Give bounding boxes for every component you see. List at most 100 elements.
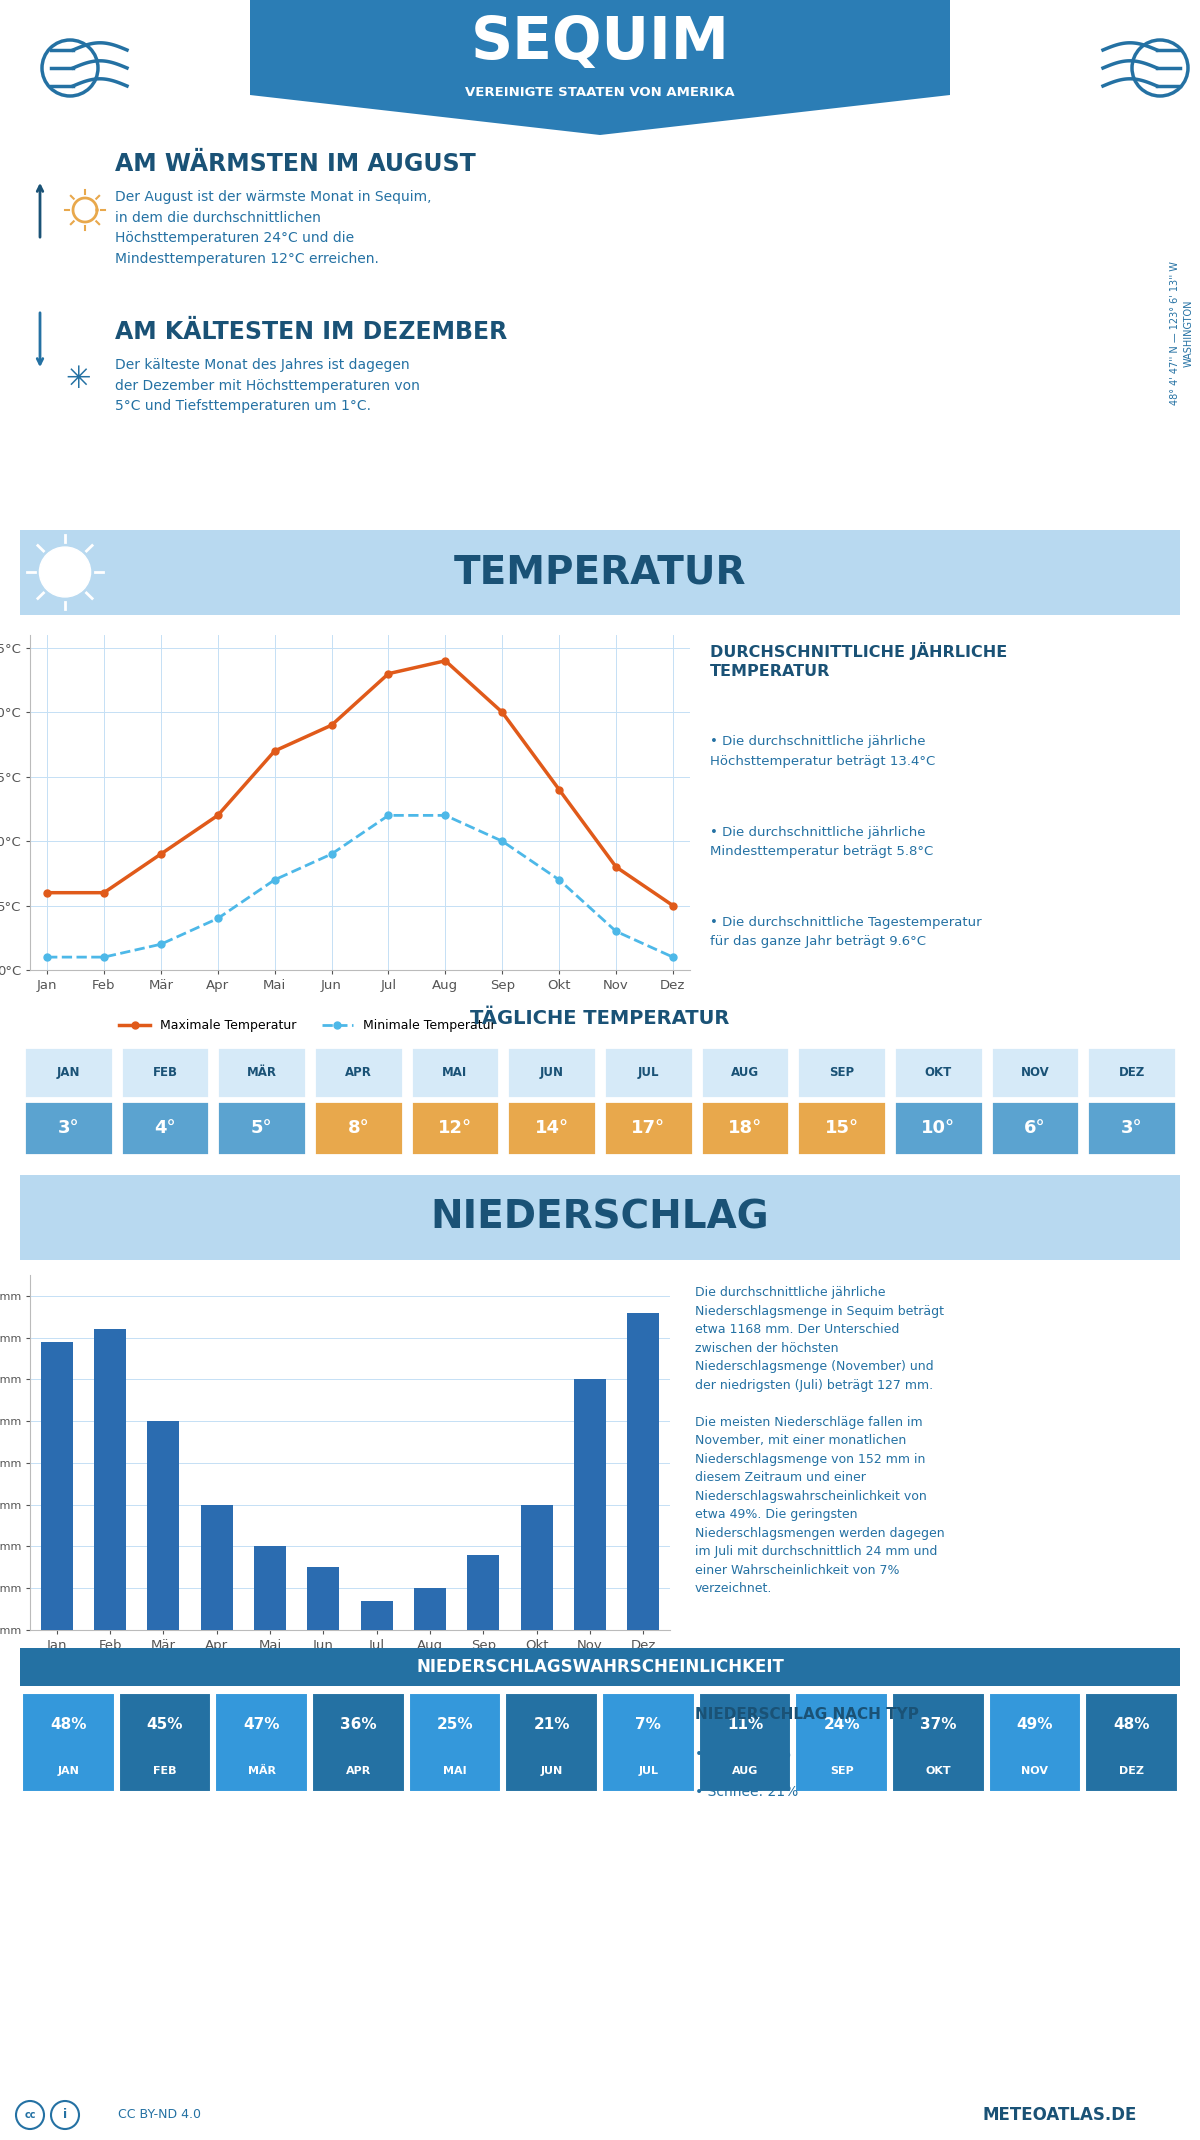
FancyBboxPatch shape [20, 1648, 1180, 1686]
Text: FEB: FEB [152, 1066, 178, 1079]
Text: 5°: 5° [251, 1119, 272, 1136]
Bar [361, 1601, 392, 1631]
Text: 21%: 21% [534, 1716, 570, 1731]
FancyBboxPatch shape [508, 1100, 596, 1156]
FancyBboxPatch shape [796, 1693, 888, 1793]
Text: CC BY-ND 4.0: CC BY-ND 4.0 [119, 2108, 202, 2121]
Text: NIEDERSCHLAG: NIEDERSCHLAG [431, 1198, 769, 1237]
Text: Der August ist der wärmste Monat in Sequim,
in dem die durchschnittlichen
Höchst: Der August ist der wärmste Monat in Sequ… [115, 190, 432, 265]
Text: 48%: 48% [50, 1716, 86, 1731]
FancyBboxPatch shape [894, 1100, 983, 1156]
FancyBboxPatch shape [1087, 1046, 1176, 1098]
FancyBboxPatch shape [602, 1693, 695, 1793]
Text: ✳: ✳ [65, 366, 91, 394]
FancyBboxPatch shape [410, 1100, 499, 1156]
FancyBboxPatch shape [1085, 1693, 1178, 1793]
FancyBboxPatch shape [990, 1100, 1080, 1156]
FancyBboxPatch shape [410, 1046, 499, 1098]
Text: 49%: 49% [1016, 1716, 1054, 1731]
Text: MÄR: MÄR [247, 1066, 277, 1079]
Text: FEB: FEB [154, 1766, 176, 1776]
Text: 24%: 24% [823, 1716, 860, 1731]
Text: TEMPERATUR: TEMPERATUR [454, 554, 746, 591]
FancyBboxPatch shape [892, 1693, 985, 1793]
Bar [41, 1342, 73, 1631]
Text: APR: APR [346, 1766, 371, 1776]
Text: 7%: 7% [635, 1716, 661, 1731]
Text: AUG: AUG [731, 1066, 760, 1079]
Text: 11%: 11% [727, 1716, 763, 1731]
FancyBboxPatch shape [894, 1046, 983, 1098]
Bar [148, 1421, 179, 1631]
Bar [414, 1588, 446, 1631]
Text: 48%: 48% [1114, 1716, 1150, 1731]
Text: 8°: 8° [348, 1119, 370, 1136]
Bar [628, 1312, 659, 1631]
Text: DEZ: DEZ [1120, 1766, 1144, 1776]
Text: • Die durchschnittliche Tagestemperatur
für das ganze Jahr beträgt 9.6°C: • Die durchschnittliche Tagestemperatur … [710, 916, 982, 948]
Legend: Maximale Temperatur, Minimale Temperatur: Maximale Temperatur, Minimale Temperatur [114, 1014, 500, 1038]
Text: DURCHSCHNITTLICHE JÄHRLICHE
TEMPERATUR: DURCHSCHNITTLICHE JÄHRLICHE TEMPERATUR [710, 642, 1007, 681]
FancyBboxPatch shape [701, 1046, 790, 1098]
Text: AM KÄLTESTEN IM DEZEMBER: AM KÄLTESTEN IM DEZEMBER [115, 321, 508, 345]
Text: OKT: OKT [925, 1066, 952, 1079]
Text: VEREINIGTE STAATEN VON AMERIKA: VEREINIGTE STAATEN VON AMERIKA [466, 86, 734, 98]
Text: NOV: NOV [1021, 1066, 1049, 1079]
FancyBboxPatch shape [119, 1693, 211, 1793]
Text: JAN: JAN [58, 1766, 79, 1776]
Text: Die durchschnittliche jährliche
Niederschlagsmenge in Sequim beträgt
etwa 1168 m: Die durchschnittliche jährliche Niedersc… [695, 1286, 944, 1596]
Text: 3°: 3° [1121, 1119, 1142, 1136]
Text: Der kälteste Monat des Jahres ist dagegen
der Dezember mit Höchsttemperaturen vo: Der kälteste Monat des Jahres ist dagege… [115, 357, 420, 413]
FancyBboxPatch shape [24, 1046, 113, 1098]
Text: JUL: JUL [638, 1766, 659, 1776]
Bar [574, 1380, 606, 1631]
Text: AM WÄRMSTEN IM AUGUST: AM WÄRMSTEN IM AUGUST [115, 152, 475, 175]
FancyBboxPatch shape [505, 1693, 598, 1793]
Text: • Die durchschnittliche jährliche
Mindesttemperatur beträgt 5.8°C: • Die durchschnittliche jährliche Mindes… [710, 826, 934, 858]
Text: 45%: 45% [146, 1716, 184, 1731]
Text: OKT: OKT [925, 1766, 952, 1776]
Text: i: i [62, 2108, 67, 2121]
Text: 37%: 37% [920, 1716, 956, 1731]
FancyBboxPatch shape [314, 1100, 403, 1156]
Text: cc: cc [24, 2110, 36, 2121]
FancyBboxPatch shape [408, 1693, 502, 1793]
Text: 17°: 17° [631, 1119, 665, 1136]
Text: APR: APR [344, 1066, 372, 1079]
Circle shape [40, 548, 91, 597]
Polygon shape [250, 0, 950, 135]
FancyBboxPatch shape [797, 1100, 886, 1156]
FancyBboxPatch shape [797, 1046, 886, 1098]
FancyBboxPatch shape [1087, 1100, 1176, 1156]
FancyBboxPatch shape [120, 1100, 210, 1156]
FancyBboxPatch shape [24, 1100, 113, 1156]
Bar [94, 1329, 126, 1631]
FancyBboxPatch shape [508, 1046, 596, 1098]
FancyBboxPatch shape [217, 1100, 306, 1156]
Text: NIEDERSCHLAGSWAHRSCHEINLICHKEIT: NIEDERSCHLAGSWAHRSCHEINLICHKEIT [416, 1658, 784, 1676]
Text: 15°: 15° [824, 1119, 859, 1136]
FancyBboxPatch shape [989, 1693, 1081, 1793]
FancyBboxPatch shape [0, 529, 1200, 616]
Text: NIEDERSCHLAG NACH TYP: NIEDERSCHLAG NACH TYP [695, 1708, 919, 1723]
Text: 36%: 36% [340, 1716, 377, 1731]
Bar [254, 1547, 286, 1631]
FancyBboxPatch shape [990, 1046, 1080, 1098]
Text: DEZ: DEZ [1118, 1066, 1145, 1079]
Bar [307, 1566, 340, 1631]
FancyBboxPatch shape [0, 1173, 1200, 1263]
Text: SEP: SEP [829, 1066, 854, 1079]
FancyBboxPatch shape [698, 1693, 792, 1793]
Text: NOV: NOV [1021, 1766, 1049, 1776]
Text: 25%: 25% [437, 1716, 473, 1731]
Text: AUG: AUG [732, 1766, 758, 1776]
Text: 12°: 12° [438, 1119, 472, 1136]
Legend: Niederschlagssumme: Niederschlagssumme [132, 1658, 312, 1680]
FancyBboxPatch shape [22, 1693, 115, 1793]
Text: 18°: 18° [728, 1119, 762, 1136]
Text: SEP: SEP [829, 1766, 853, 1776]
Text: SEQUIM: SEQUIM [470, 15, 730, 71]
Text: 47%: 47% [244, 1716, 280, 1731]
Text: MAI: MAI [443, 1066, 468, 1079]
Text: • Schnee: 21%: • Schnee: 21% [695, 1785, 798, 1800]
